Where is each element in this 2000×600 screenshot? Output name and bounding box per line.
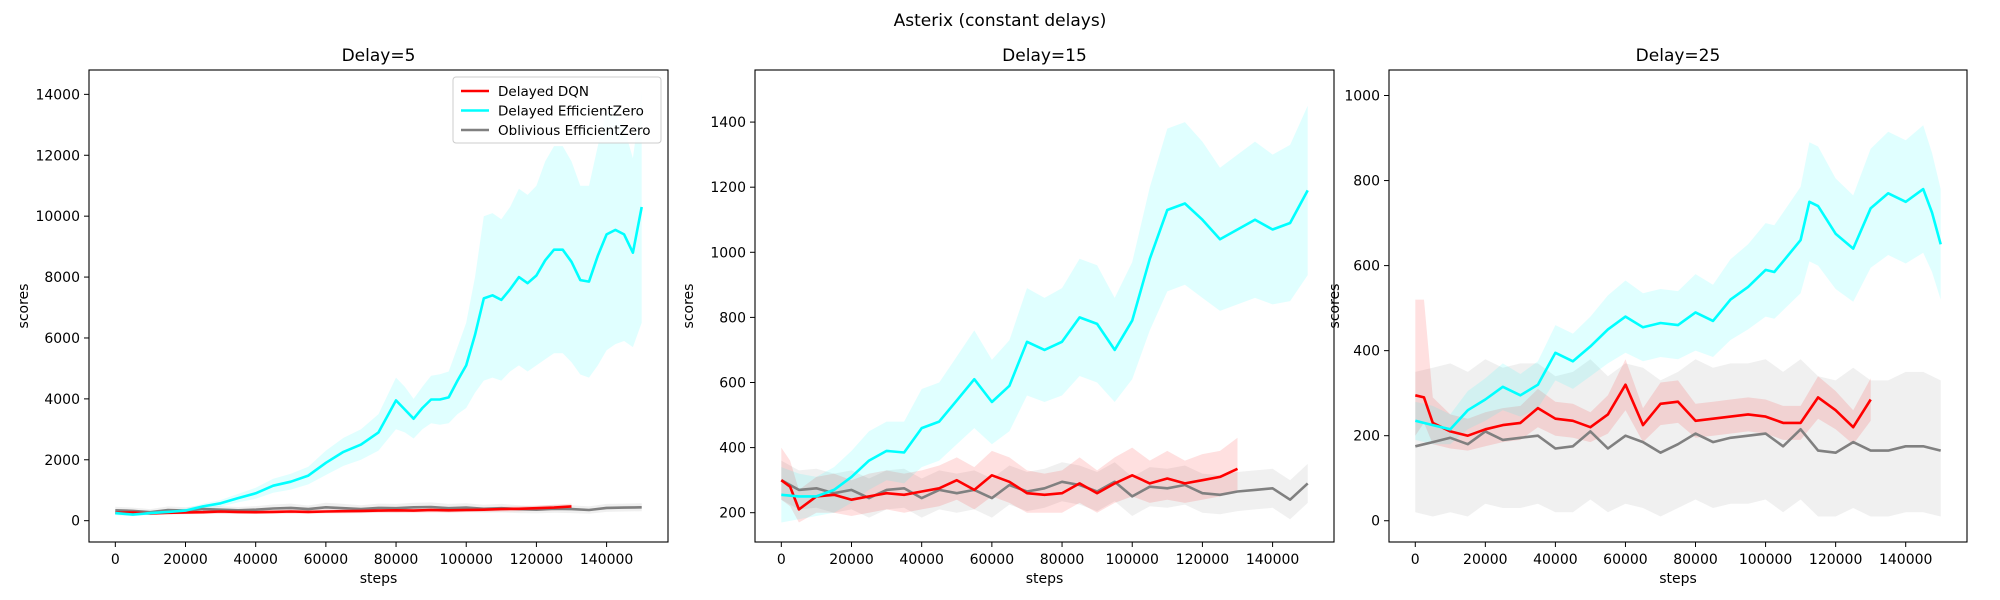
- series-line-dqn: [115, 505, 572, 515]
- x-tick-label: 60000: [1603, 552, 1648, 568]
- x-tick-label: 100000: [1106, 552, 1159, 568]
- series-line-oblivious: [1414, 427, 1942, 455]
- panel-2: 0 20000 40000 60000 80000 100000 120000 140000 2…: [681, 46, 1335, 587]
- panel-title: Delay=15: [1002, 46, 1087, 66]
- x-tick-label: 80000: [1673, 552, 1718, 568]
- y-tick-label: 600: [1353, 259, 1380, 275]
- y-tick-label: 14000: [35, 87, 80, 103]
- y-tick-label: 200: [719, 506, 746, 522]
- axes-frame: [754, 69, 1335, 543]
- x-tick-label: 140000: [580, 552, 633, 568]
- panel-title: Delay=25: [1636, 46, 1721, 66]
- y-tick-label: 4000: [44, 392, 80, 408]
- y-tick-label: 1400: [710, 115, 746, 131]
- panel-1: 0 20000 40000 60000 80000 100000 120000 140000 0…: [16, 46, 669, 587]
- x-tick-label: 100000: [1739, 552, 1792, 568]
- legend-label: Delayed EfficientZero: [498, 104, 644, 120]
- x-tick-label: 140000: [1246, 552, 1299, 568]
- x-tick-label: 20000: [163, 552, 208, 568]
- legend-label: Oblivious EfficientZero: [498, 123, 651, 139]
- x-tick-label: 120000: [1809, 552, 1862, 568]
- x-tick-label: 60000: [304, 552, 349, 568]
- x-tick-label: 0: [111, 552, 120, 568]
- figure-suptitle: Asterix (constant delays): [894, 11, 1107, 31]
- y-tick-label: 200: [1353, 429, 1380, 445]
- y-tick-label: 12000: [35, 148, 80, 164]
- legend: Delayed DQN Delayed EfficientZero Obliviou…: [452, 76, 662, 144]
- x-tick-label: 80000: [374, 552, 419, 568]
- axes-frame: [88, 69, 669, 543]
- panel-title: Delay=5: [342, 46, 416, 66]
- x-tick-label: 60000: [970, 552, 1015, 568]
- series-line-dqn: [1414, 383, 1872, 438]
- series-line-ez: [115, 206, 643, 516]
- y-tick-label: 400: [1353, 344, 1380, 360]
- y-tick-label: 400: [719, 441, 746, 457]
- x-tick-label: 0: [777, 552, 786, 568]
- panels: 0 20000 40000 60000 80000 100000 120000 1400000…: [16, 46, 1968, 587]
- y-tick-label: 600: [719, 375, 746, 391]
- y-tick-label: 0: [1371, 514, 1380, 530]
- plot-area: [780, 105, 1309, 523]
- y-axis-label: scores: [1327, 284, 1343, 329]
- band-ez: [781, 105, 1308, 523]
- x-tick-label: 120000: [1176, 552, 1229, 568]
- x-tick-label: 40000: [1533, 552, 1578, 568]
- band-oblivious: [781, 460, 1308, 520]
- y-axis-label: scores: [16, 284, 32, 329]
- y-tick-label: 1200: [710, 180, 746, 196]
- legend-box: [452, 76, 662, 144]
- band-dqn: [781, 437, 1238, 523]
- y-axis-label: scores: [681, 284, 697, 329]
- series-line-ez: [1414, 187, 1942, 431]
- band-ez: [115, 91, 642, 517]
- x-tick-label: 80000: [1040, 552, 1085, 568]
- y-tick-label: 6000: [44, 331, 80, 347]
- band-dqn: [1415, 299, 1871, 451]
- series-line-ez: [781, 189, 1309, 498]
- x-tick-label: 40000: [899, 552, 944, 568]
- x-axis-label: steps: [1659, 571, 1697, 587]
- y-tick-label: 2000: [44, 453, 80, 469]
- y-tick-label: 0: [71, 514, 80, 530]
- series-line-dqn: [780, 467, 1239, 511]
- x-tick-label: 0: [1411, 552, 1420, 568]
- series-line-oblivious: [780, 479, 1309, 502]
- y-tick-label: 1000: [710, 245, 746, 261]
- y-tick-label: 800: [719, 310, 746, 326]
- x-tick-label: 20000: [1463, 552, 1508, 568]
- plot-area: [1414, 125, 1942, 517]
- x-tick-label: 40000: [233, 552, 278, 568]
- panel-3: 0 20000 40000 60000 80000 100000 120000 140000 0…: [1327, 46, 1968, 587]
- axes-frame: [1388, 69, 1968, 543]
- y-tick-label: 10000: [35, 209, 80, 225]
- x-axis-label: steps: [1026, 571, 1064, 587]
- x-tick-label: 100000: [440, 552, 493, 568]
- x-axis-label: steps: [360, 571, 398, 587]
- y-tick-label: 1000: [1344, 89, 1380, 105]
- y-tick-label: 800: [1353, 174, 1380, 190]
- x-tick-label: 120000: [510, 552, 563, 568]
- y-tick-label: 8000: [44, 270, 80, 286]
- plot-area: [115, 91, 643, 517]
- x-tick-label: 20000: [829, 552, 874, 568]
- legend-label: Delayed DQN: [498, 84, 589, 100]
- band-oblivious: [1415, 359, 1941, 517]
- x-tick-label: 140000: [1879, 552, 1932, 568]
